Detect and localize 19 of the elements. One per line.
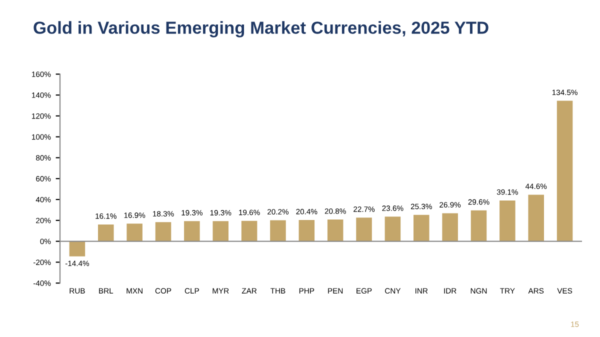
bar <box>212 221 229 242</box>
bar <box>327 220 344 242</box>
bar <box>442 213 458 242</box>
bar <box>69 241 86 256</box>
bar <box>500 200 516 242</box>
bar <box>384 216 401 242</box>
bar <box>528 194 544 242</box>
bar <box>270 220 286 242</box>
bar <box>413 214 430 242</box>
bar <box>470 210 487 242</box>
bar <box>155 222 172 242</box>
bar <box>298 220 315 242</box>
bar <box>556 100 573 242</box>
bar <box>241 220 258 242</box>
bar <box>356 218 372 242</box>
bar <box>98 224 114 242</box>
bar <box>184 221 200 242</box>
bar <box>126 224 142 242</box>
chart-title: Gold in Various Emerging Market Currencies, 2025 YTD <box>34 21 488 38</box>
